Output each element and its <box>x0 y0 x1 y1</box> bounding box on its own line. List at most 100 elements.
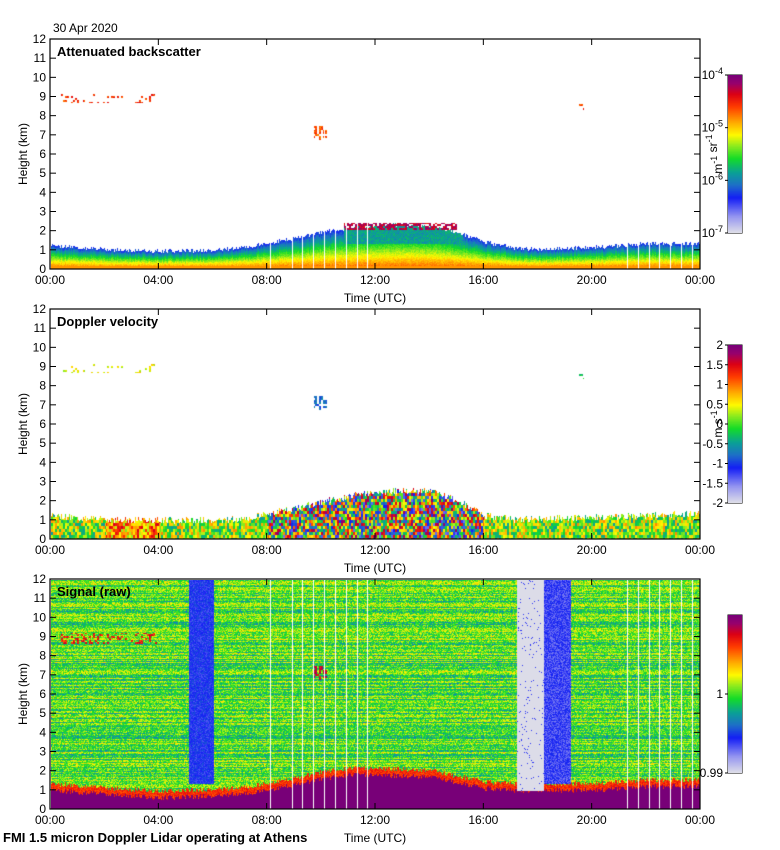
x-tick-label: 16:00 <box>468 813 498 827</box>
y-tick-label: 11 <box>34 591 47 605</box>
colorbar-tick-label: 10-7 <box>702 224 723 240</box>
panel-doppler-velocity: 0 1 2 3 4 5 6 7 8 9 10 11 12 00:00 04:00 08:00 12:00 16:0… <box>0 270 780 575</box>
x-tick-label: 04:00 <box>143 813 173 827</box>
y-tick-label: 1 <box>39 243 46 257</box>
x-tick-label: 16:00 <box>468 273 498 287</box>
y-axis-label: Height (km) <box>16 123 30 185</box>
y-tick-label: 2 <box>39 764 46 778</box>
y-tick-label: 3 <box>39 745 46 759</box>
y-tick-label: 12 <box>33 302 47 316</box>
colorbar-tick-label: 10-5 <box>702 119 723 135</box>
y-tick-label: 5 <box>39 706 46 720</box>
x-tick-label: 00:00 <box>685 813 715 827</box>
y-tick-label: 0 <box>39 802 46 816</box>
y-tick-label: 11 <box>34 51 47 65</box>
x-tick-label: 00:00 <box>35 273 65 287</box>
x-tick-label: 20:00 <box>577 813 607 827</box>
y-tick-label: 0 <box>39 532 46 546</box>
colorbar-tick-label: 0.99 <box>700 766 724 780</box>
y-tick-label: 10 <box>33 70 47 84</box>
x-tick-label: 00:00 <box>685 543 715 557</box>
y-tick-label: 6 <box>39 147 46 161</box>
x-tick-label: 00:00 <box>685 273 715 287</box>
y-tick-label: 10 <box>33 340 47 354</box>
signal-heatmap <box>51 580 700 809</box>
backscatter-heatmap <box>51 40 700 269</box>
x-tick-label: 08:00 <box>252 813 282 827</box>
y-tick-label: 5 <box>39 436 46 450</box>
y-tick-label: 0 <box>39 262 46 276</box>
y-tick-label: 7 <box>39 128 46 142</box>
panel-title: Signal (raw) <box>57 584 131 599</box>
colorbar-tick-label: 1.5 <box>706 358 723 372</box>
colorbar-tick-label: 10-6 <box>702 171 723 187</box>
velocity-colorbar <box>728 345 742 503</box>
x-tick-label: 16:00 <box>468 543 498 557</box>
y-axis-label: Height (km) <box>16 663 30 725</box>
colorbar-tick-label: -1 <box>712 457 723 471</box>
plot-frame <box>49 38 701 270</box>
y-tick-label: 2 <box>39 224 46 238</box>
y-tick-label: 9 <box>39 360 46 374</box>
y-tick-label: 3 <box>39 475 46 489</box>
signal-colorbar <box>728 615 742 773</box>
x-axis-label: Time (UTC) <box>344 831 406 845</box>
colorbar-unit-label: m-1 sr-1 <box>704 134 725 173</box>
y-tick-label: 1 <box>39 783 46 797</box>
footer-caption: FMI 1.5 micron Doppler Lidar operating a… <box>3 830 308 845</box>
y-tick-label: 6 <box>39 417 46 431</box>
backscatter-colorbar <box>728 75 742 233</box>
y-tick-label: 4 <box>39 725 46 739</box>
colorbar-tick-label: -2 <box>712 496 723 510</box>
x-tick-label: 20:00 <box>577 273 607 287</box>
y-tick-label: 4 <box>39 455 46 469</box>
colorbar-tick-label: -0.5 <box>702 437 723 451</box>
x-tick-label: 04:00 <box>143 543 173 557</box>
x-tick-label: 12:00 <box>360 543 390 557</box>
y-tick-label: 12 <box>33 572 47 586</box>
y-tick-label: 8 <box>39 109 46 123</box>
colorbar-tick-label: 10-4 <box>702 66 723 82</box>
colorbar-tick-label: 2 <box>716 338 723 352</box>
x-tick-label: 08:00 <box>252 273 282 287</box>
y-tick-label: 12 <box>33 32 47 46</box>
panel-title: Attenuated backscatter <box>57 44 201 59</box>
y-tick-label: 5 <box>39 166 46 180</box>
y-axis-label: Height (km) <box>16 393 30 455</box>
y-tick-label: 10 <box>33 610 47 624</box>
panel-attenuated-backscatter: 0 1 2 3 4 5 6 7 8 9 10 11 12 00:00 04:00 08:00 12:00 16:0… <box>0 0 780 305</box>
y-tick-label: 6 <box>39 687 46 701</box>
y-tick-label: 11 <box>34 321 47 335</box>
panel-signal-raw: 0 1 2 3 4 5 6 7 8 9 10 11 12 00:00 04:00 08:00 12:00 16:0… <box>0 540 780 845</box>
y-tick-label: 9 <box>39 90 46 104</box>
velocity-heatmap <box>51 310 700 539</box>
colorbar-tick-label: 1 <box>716 378 723 392</box>
y-tick-label: 9 <box>39 630 46 644</box>
y-tick-label: 8 <box>39 649 46 663</box>
y-tick-label: 1 <box>39 513 46 527</box>
colorbar-tick-label: -1.5 <box>702 476 723 490</box>
x-axis-label: Time (UTC) <box>344 561 406 575</box>
y-tick-label: 4 <box>39 185 46 199</box>
y-tick-label: 7 <box>39 668 46 682</box>
y-tick-label: 8 <box>39 379 46 393</box>
y-tick-label: 7 <box>39 398 46 412</box>
x-tick-label: 00:00 <box>35 543 65 557</box>
x-axis-label: Time (UTC) <box>344 291 406 305</box>
colorbar-tick-label: 0.5 <box>706 397 723 411</box>
x-tick-label: 12:00 <box>360 273 390 287</box>
plot-frame <box>49 578 701 810</box>
y-tick-label: 3 <box>39 205 46 219</box>
date-label: 30 Apr 2020 <box>53 21 118 35</box>
y-tick-label: 2 <box>39 494 46 508</box>
x-tick-label: 04:00 <box>143 273 173 287</box>
plot-frame <box>49 308 701 540</box>
x-tick-label: 00:00 <box>35 813 65 827</box>
x-tick-label: 20:00 <box>577 543 607 557</box>
panel-title: Doppler velocity <box>57 314 159 329</box>
colorbar-tick-label: 0 <box>716 417 723 431</box>
colorbar-unit-label: m s-1 <box>709 410 725 437</box>
